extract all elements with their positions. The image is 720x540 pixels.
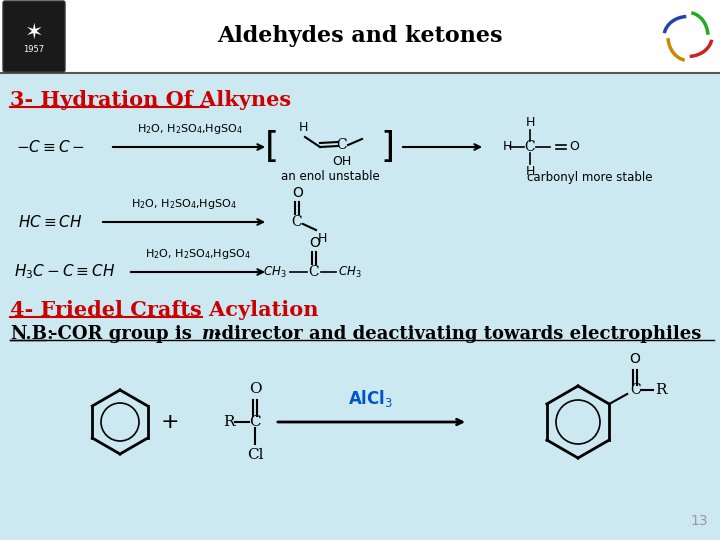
Text: H: H bbox=[526, 116, 535, 129]
Text: C: C bbox=[309, 265, 319, 279]
Text: $HC\equiv CH$: $HC\equiv CH$ bbox=[18, 214, 82, 230]
Text: R: R bbox=[223, 415, 235, 429]
Text: m: m bbox=[202, 325, 221, 343]
Text: O: O bbox=[248, 382, 261, 396]
Text: H: H bbox=[526, 165, 535, 178]
Text: $H_3C-C\equiv CH$: $H_3C-C\equiv CH$ bbox=[14, 262, 116, 281]
Text: O: O bbox=[569, 140, 579, 153]
Text: an enol unstable: an enol unstable bbox=[281, 171, 379, 184]
Text: carbonyl more stable: carbonyl more stable bbox=[527, 171, 653, 184]
Text: O: O bbox=[310, 236, 320, 250]
Text: C: C bbox=[292, 215, 302, 229]
Text: H: H bbox=[318, 232, 328, 245]
Text: +: + bbox=[161, 412, 179, 432]
Text: 4- Friedel Crafts Acylation: 4- Friedel Crafts Acylation bbox=[10, 300, 318, 320]
FancyBboxPatch shape bbox=[0, 0, 720, 73]
Text: $-C\equiv C-$: $-C\equiv C-$ bbox=[16, 139, 84, 155]
Text: 13: 13 bbox=[690, 514, 708, 528]
Text: O: O bbox=[292, 186, 303, 200]
Text: H$_2$O, H$_2$SO$_4$,HgSO$_4$: H$_2$O, H$_2$SO$_4$,HgSO$_4$ bbox=[137, 122, 243, 136]
Text: H: H bbox=[503, 140, 512, 153]
Text: OH: OH bbox=[333, 155, 351, 168]
Text: O: O bbox=[630, 352, 641, 366]
Text: C: C bbox=[249, 415, 261, 429]
FancyBboxPatch shape bbox=[3, 1, 65, 72]
Text: C: C bbox=[337, 138, 347, 152]
Text: H$_2$O, H$_2$SO$_4$,HgSO$_4$: H$_2$O, H$_2$SO$_4$,HgSO$_4$ bbox=[145, 247, 251, 261]
Text: -COR group is: -COR group is bbox=[50, 325, 198, 343]
Text: N.B:: N.B: bbox=[10, 325, 53, 343]
Text: ✶: ✶ bbox=[24, 23, 43, 43]
Text: -director and deactivating towards electrophiles: -director and deactivating towards elect… bbox=[214, 325, 701, 343]
Text: [: [ bbox=[265, 130, 279, 164]
Text: ]: ] bbox=[381, 130, 395, 164]
Text: AlCl$_3$: AlCl$_3$ bbox=[348, 388, 394, 409]
Text: 1957: 1957 bbox=[24, 45, 45, 54]
Text: H$_2$O, H$_2$SO$_4$,HgSO$_4$: H$_2$O, H$_2$SO$_4$,HgSO$_4$ bbox=[131, 197, 237, 211]
Text: Aldehydes and ketones: Aldehydes and ketones bbox=[217, 25, 503, 48]
Text: C: C bbox=[630, 383, 641, 397]
Text: 3- Hydration Of Alkynes: 3- Hydration Of Alkynes bbox=[10, 90, 291, 110]
Text: $CH_3$: $CH_3$ bbox=[264, 265, 287, 280]
Text: C: C bbox=[525, 140, 535, 154]
Text: Cl: Cl bbox=[247, 448, 264, 462]
Text: R: R bbox=[655, 383, 667, 397]
Text: H: H bbox=[298, 121, 307, 134]
Text: $CH_3$: $CH_3$ bbox=[338, 265, 361, 280]
